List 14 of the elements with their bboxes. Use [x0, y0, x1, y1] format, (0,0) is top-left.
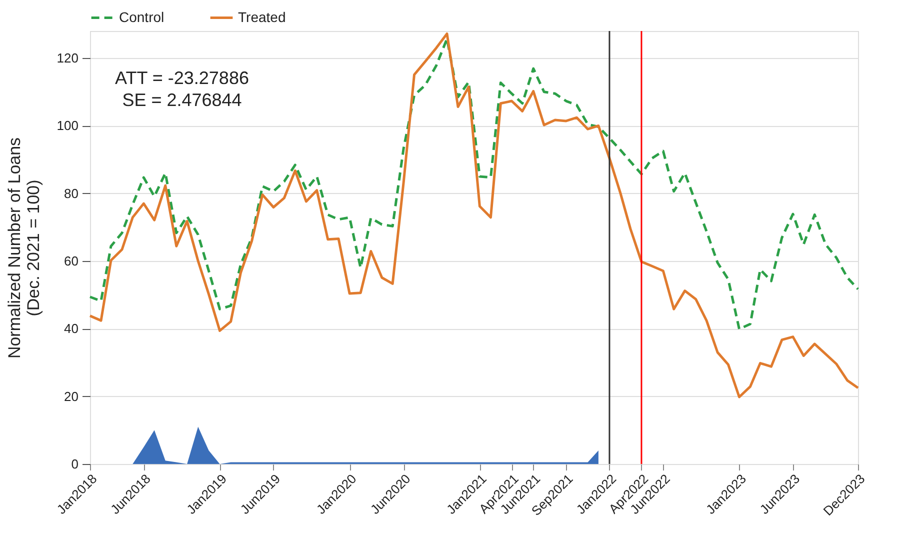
y-tick-label: 80: [64, 186, 78, 201]
y-tick-label: 60: [64, 254, 78, 269]
legend-label: Treated: [238, 8, 286, 25]
y-tick-label: 40: [64, 321, 78, 336]
line-series: [88, 32, 860, 398]
line-series: [88, 38, 860, 330]
annotation: ATT = -23.27886: [115, 68, 249, 88]
y-tick-label: 100: [56, 118, 78, 134]
y-axis-title: Normalized Number of Loans (Dec. 2021 = 100): [4, 137, 43, 359]
y-tick-label: 0: [71, 456, 78, 472]
legend-label: Control: [119, 8, 164, 25]
y-tick-label: 120: [56, 50, 78, 66]
annotation: SE = 2.476844: [122, 90, 242, 110]
y-tick-label: 20: [64, 388, 78, 404]
